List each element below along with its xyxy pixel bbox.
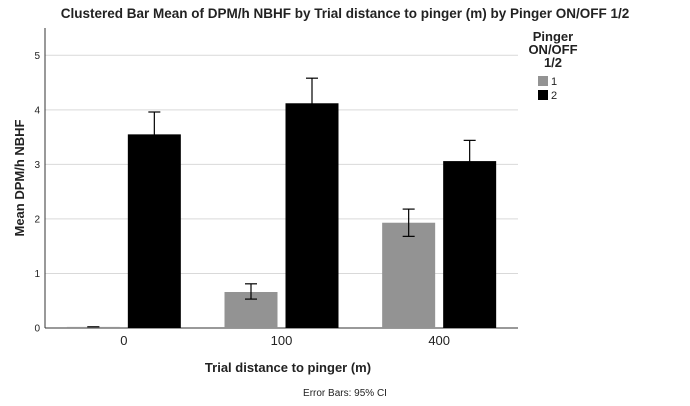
- bars: [66, 103, 497, 328]
- y-tick-label: 1: [34, 269, 40, 280]
- y-tick-label: 0: [34, 324, 40, 335]
- error-bar-series-2-400: [463, 139, 476, 183]
- legend-label-1: 1: [551, 76, 557, 88]
- bar-series-1-400: [382, 222, 436, 328]
- y-axis-label: Mean DPM/h NBHF: [12, 119, 27, 236]
- y-tick-label: 3: [34, 160, 40, 171]
- legend-title-line-3: 1/2: [544, 55, 562, 70]
- bar-series-2-0: [127, 134, 181, 328]
- error-bar-series-2-0: [148, 111, 161, 158]
- y-tick-label: 4: [34, 105, 40, 116]
- legend-title-line-1: Pinger: [533, 29, 573, 44]
- grid-lines: [45, 54, 518, 274]
- x-category-labels: 0 100 400: [120, 333, 450, 348]
- chart-title: Clustered Bar Mean of DPM/h NBHF by Tria…: [61, 6, 630, 21]
- legend-swatch-2: [538, 90, 548, 100]
- error-bars-note: Error Bars: 95% CI: [303, 388, 387, 399]
- y-tick-label: 5: [34, 51, 40, 62]
- legend: Pinger ON/OFF 1/2 1 2: [528, 29, 577, 102]
- error-bar-series-1-100: [245, 283, 257, 300]
- y-tick-label: 2: [34, 214, 40, 225]
- error-bar-series-1-400: [402, 208, 415, 237]
- x-tick-label: 0: [120, 333, 127, 348]
- x-tick-label: 400: [428, 333, 450, 348]
- bar-series-2-400: [443, 161, 497, 328]
- error-bar-series-2-100: [306, 77, 318, 129]
- bar-series-2-100: [285, 103, 339, 328]
- y-tick-labels: 0 1 2 3 4 5: [34, 51, 40, 335]
- x-tick-label: 100: [271, 333, 293, 348]
- error-bars: [87, 77, 476, 328]
- x-axis-label: Trial distance to pinger (m): [205, 360, 371, 375]
- legend-label-2: 2: [551, 90, 557, 102]
- legend-title-line-2: ON/OFF: [528, 42, 577, 57]
- legend-swatch-1: [538, 76, 548, 86]
